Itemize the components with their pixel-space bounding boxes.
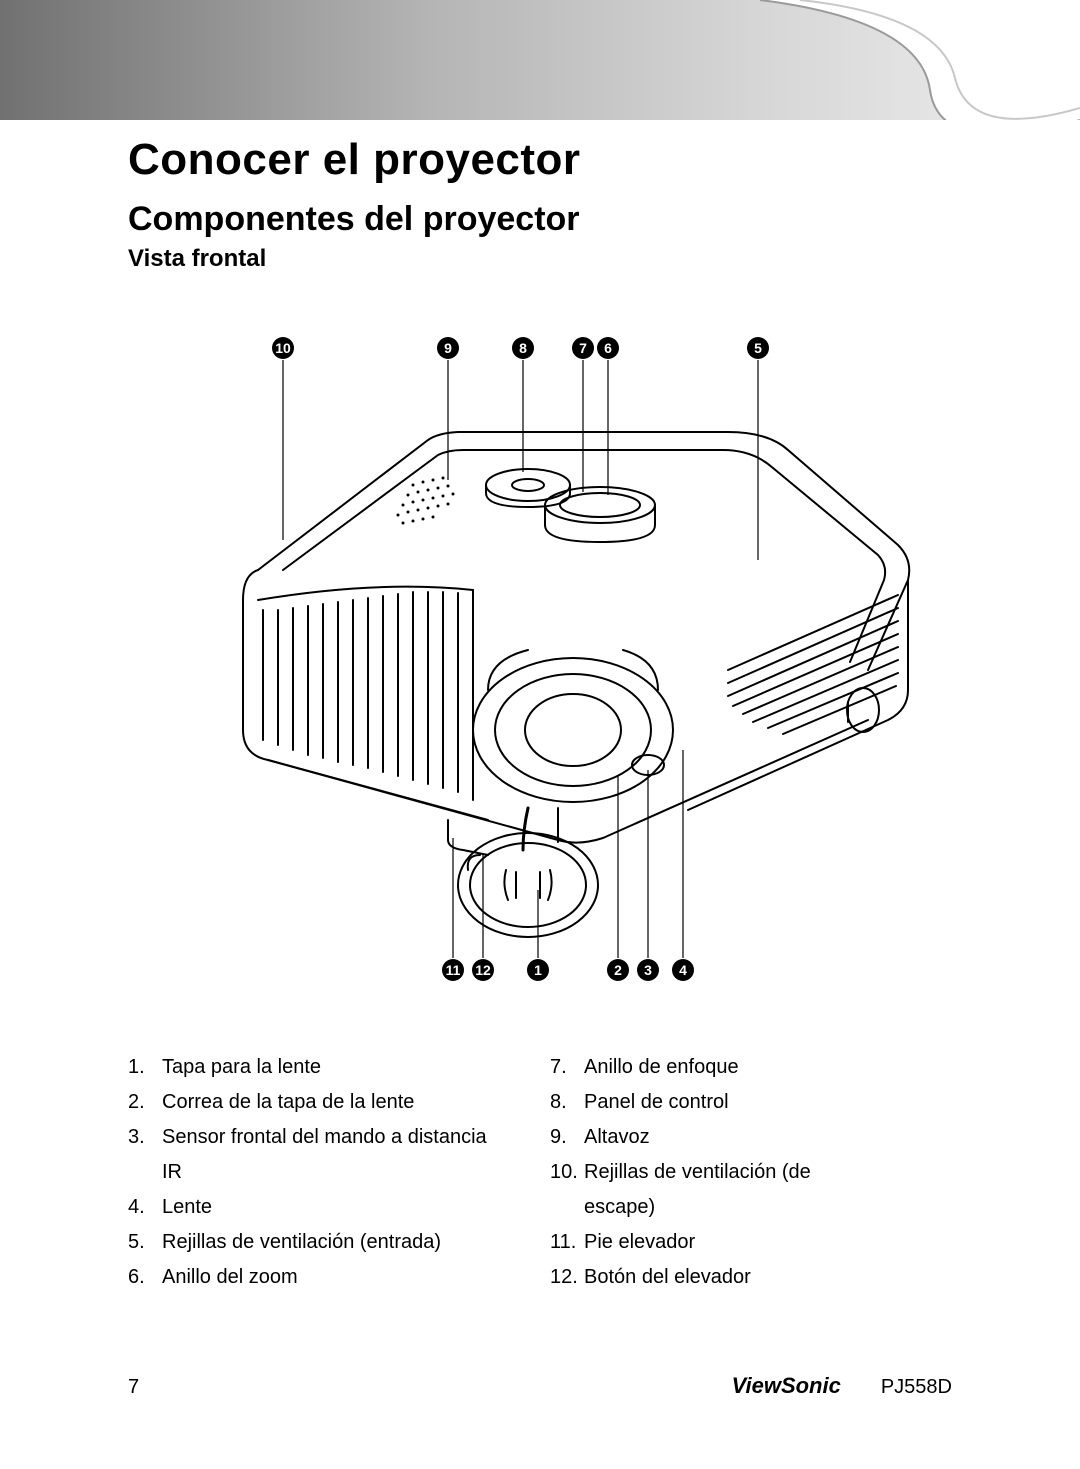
- parts-list-item-text: Rejillas de ventilación (de: [584, 1161, 811, 1183]
- parts-list-item-text: Panel de control: [584, 1091, 729, 1113]
- parts-list-item-text: Anillo del zoom: [162, 1266, 298, 1288]
- page-number: 7: [128, 1376, 139, 1399]
- parts-list-item-number: 10.: [550, 1155, 578, 1190]
- parts-list-item: 8. Panel de control: [550, 1085, 952, 1120]
- parts-list-item: 5. Rejillas de ventilación (entrada): [128, 1225, 530, 1260]
- projector-front-diagram: 10 9 8 7 6 5 11 12 1 2 3 4: [128, 310, 952, 1020]
- callout-6: 6: [597, 337, 619, 359]
- svg-text:5: 5: [754, 340, 762, 356]
- svg-text:7: 7: [579, 340, 587, 356]
- callout-9: 9: [437, 337, 459, 359]
- header-banner: [0, 0, 1080, 120]
- parts-list-item-text: Correa de la tapa de la lente: [162, 1091, 414, 1113]
- svg-text:11: 11: [446, 962, 461, 978]
- parts-list-item: escape): [550, 1190, 952, 1225]
- svg-text:8: 8: [519, 340, 527, 356]
- parts-list-item-text: IR: [162, 1161, 182, 1183]
- parts-list-item-text: Sensor frontal del mando a distancia: [162, 1126, 487, 1148]
- callout-2: 2: [607, 959, 629, 981]
- parts-list-item-text: Pie elevador: [584, 1231, 695, 1253]
- parts-list-item-number: 9.: [550, 1120, 567, 1155]
- page-footer: 7 ViewSonic PJ558D: [128, 1373, 952, 1399]
- callout-3: 3: [637, 959, 659, 981]
- svg-text:1: 1: [534, 962, 542, 978]
- parts-list-item-number: 8.: [550, 1085, 567, 1120]
- parts-list-item-number: 1.: [128, 1050, 145, 1085]
- model-name: PJ558D: [881, 1376, 952, 1399]
- callout-4: 4: [672, 959, 694, 981]
- parts-list-item: 1. Tapa para la lente: [128, 1050, 530, 1085]
- parts-list-item-text: Lente: [162, 1196, 212, 1218]
- parts-list-item-text: Rejillas de ventilación (entrada): [162, 1231, 441, 1253]
- parts-list-item-number: 7.: [550, 1050, 567, 1085]
- parts-list-item: IR: [128, 1155, 530, 1190]
- svg-text:4: 4: [679, 962, 687, 978]
- parts-list-item-number: 12.: [550, 1260, 578, 1295]
- callout-5: 5: [747, 337, 769, 359]
- svg-text:10: 10: [275, 340, 291, 356]
- callout-12: 12: [472, 959, 494, 981]
- parts-list-item: 3. Sensor frontal del mando a distancia: [128, 1120, 530, 1155]
- callout-10: 10: [272, 337, 294, 359]
- callout-11: 11: [442, 959, 464, 981]
- parts-list-item: 10. Rejillas de ventilación (de: [550, 1155, 952, 1190]
- subsection-title: Vista frontal: [128, 245, 266, 273]
- parts-list-item-number: 5.: [128, 1225, 145, 1260]
- parts-list-item-text: Altavoz: [584, 1126, 650, 1148]
- parts-list-item-text: Tapa para la lente: [162, 1056, 321, 1078]
- parts-list-item-text: Botón del elevador: [584, 1266, 751, 1288]
- parts-list-item: 6. Anillo del zoom: [128, 1260, 530, 1295]
- page-title: Conocer el proyector: [128, 135, 581, 185]
- parts-list-right: 7. Anillo de enfoque 8. Panel de control 9. A…: [550, 1050, 952, 1295]
- parts-list-item-number: 11.: [550, 1225, 576, 1260]
- svg-text:2: 2: [614, 962, 622, 978]
- parts-list-item-number: 3.: [128, 1120, 145, 1155]
- svg-text:9: 9: [444, 340, 452, 356]
- parts-list-item: 2. Correa de la tapa de la lente: [128, 1085, 530, 1120]
- parts-list-item: 11. Pie elevador: [550, 1225, 952, 1260]
- banner-swoosh: [0, 0, 1080, 120]
- callout-1: 1: [527, 959, 549, 981]
- parts-list-item: 12. Botón del elevador: [550, 1260, 952, 1295]
- parts-list-item: 4. Lente: [128, 1190, 530, 1225]
- svg-text:12: 12: [475, 962, 491, 978]
- parts-list: 1. Tapa para la lente 2. Correa de la tapa …: [128, 1050, 952, 1295]
- section-title: Componentes del proyector: [128, 200, 580, 239]
- callout-8: 8: [512, 337, 534, 359]
- parts-list-left: 1. Tapa para la lente 2. Correa de la tapa …: [128, 1050, 530, 1295]
- callout-7: 7: [572, 337, 594, 359]
- parts-list-item-text: Anillo de enfoque: [584, 1056, 739, 1078]
- svg-text:3: 3: [644, 962, 652, 978]
- parts-list-item-number: 4.: [128, 1190, 145, 1225]
- parts-list-item-number: 6.: [128, 1260, 145, 1295]
- svg-text:6: 6: [604, 340, 612, 356]
- parts-list-item-number: 2.: [128, 1085, 145, 1120]
- parts-list-item: 9. Altavoz: [550, 1120, 952, 1155]
- brand-name: ViewSonic: [732, 1373, 841, 1399]
- parts-list-item: 7. Anillo de enfoque: [550, 1050, 952, 1085]
- parts-list-item-text: escape): [584, 1196, 655, 1218]
